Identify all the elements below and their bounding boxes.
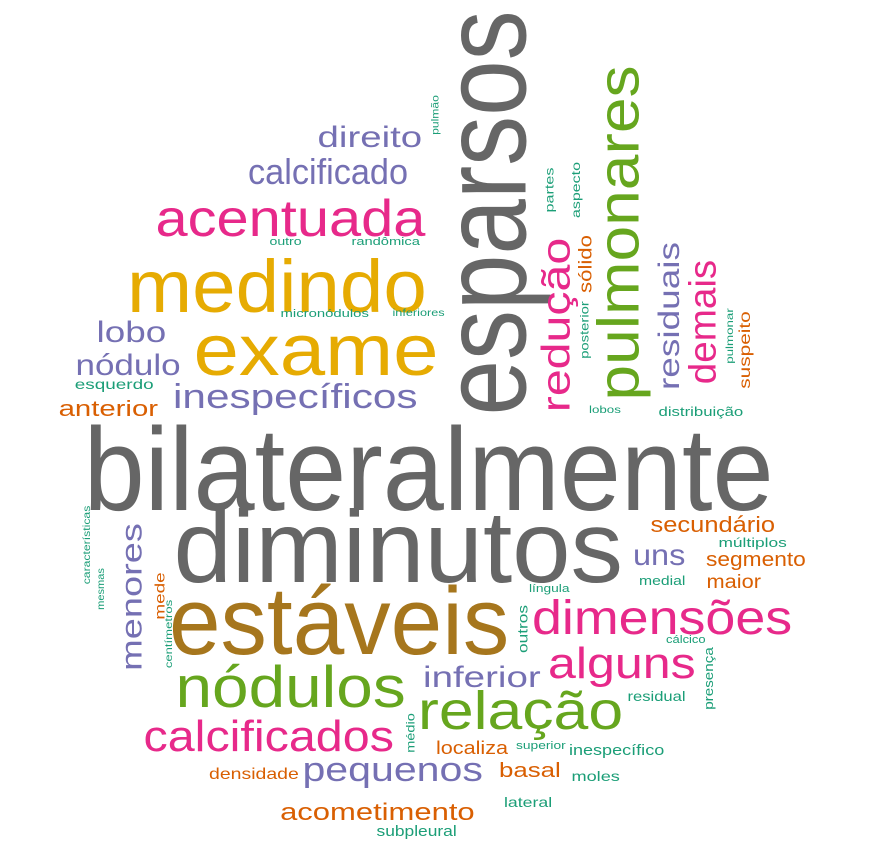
word-multiplos: múltiplos [717, 534, 787, 550]
word-superior: superior [516, 739, 566, 752]
word-densidade: densidade [209, 766, 299, 783]
word-dimensoes: dimensões [531, 592, 793, 645]
word-outro: outro [268, 235, 302, 248]
word-diminutos: diminutos [172, 490, 623, 604]
word-inespecifico: inespecífico [568, 741, 664, 759]
word-calcico: cálcico [666, 633, 706, 646]
word-nodulo: nódulo [75, 349, 181, 382]
word-residuais: residuais [653, 241, 687, 391]
word-suspeito: suspeito [736, 311, 754, 389]
word-maior: maior [706, 571, 761, 593]
word-acentuada: acentuada [155, 190, 425, 248]
word-randomica: randômica [350, 235, 420, 248]
word-residual: residual [626, 688, 686, 704]
word-direito: direito [317, 121, 423, 154]
word-inferior: inferior [423, 661, 541, 694]
word-exame: exame [193, 311, 439, 391]
word-outros: outros [513, 605, 530, 653]
word-basal: basal [499, 760, 561, 782]
word-posterior: posterior [576, 301, 591, 359]
word-distribuicao: distribuição [658, 403, 744, 419]
word-lobos: lobos [589, 405, 621, 416]
word-micronodulos: micronódulos [280, 307, 369, 320]
word-moles: moles [570, 768, 620, 784]
word-bilateralmente: bilateralmente [83, 404, 774, 536]
word-inespecificos: inespecíficos [172, 378, 418, 416]
word-lateral: lateral [503, 794, 553, 810]
word-anterior: anterior [58, 396, 158, 421]
word-demais: demais [681, 259, 724, 385]
word-pulmonar: pulmonar [724, 308, 736, 364]
word-pulmonares: pulmonares [586, 65, 652, 401]
word-calcificados: calcificados [143, 712, 394, 761]
word-reducao: redução [533, 237, 578, 413]
word-solido: sólido [575, 234, 596, 294]
word-esquerdo: esquerdo [74, 376, 154, 392]
word-secundario: secundário [650, 512, 776, 537]
word-aspecto: aspecto [569, 161, 584, 219]
word-centimetros: centímetros [164, 599, 176, 669]
word-segmento: segmento [706, 549, 806, 571]
word-pulmao: pulmão [429, 95, 441, 135]
word-alguns: alguns [548, 639, 696, 688]
word-lingula: língula [528, 582, 570, 595]
word-subpleural: subpleural [375, 822, 457, 840]
word-esparsos: esparsos [416, 10, 551, 416]
word-medindo: medindo [127, 245, 427, 328]
word-presenca: presença [700, 646, 716, 710]
word-relacao: relação [417, 681, 623, 741]
word-menores: menores [114, 523, 148, 671]
word-caracteristicas: características [82, 505, 94, 585]
word-partes: partes [542, 167, 557, 213]
word-nodulos: nódulos [174, 655, 406, 720]
word-pequenos: pequenos [301, 751, 483, 789]
word-inferiores: inferiores [391, 308, 445, 319]
word-acometimento: acometimento [279, 799, 475, 826]
word-mesmas: mesmas [95, 568, 107, 610]
word-localiza: localiza [435, 738, 509, 758]
word-calcificado: calcificado [248, 151, 409, 192]
word-estaveis: estáveis [168, 568, 510, 675]
word-medial: medial [638, 572, 686, 588]
word-lobo: lobo [96, 316, 166, 349]
word-medio: médio [402, 713, 417, 753]
word-uns: uns [632, 539, 686, 572]
